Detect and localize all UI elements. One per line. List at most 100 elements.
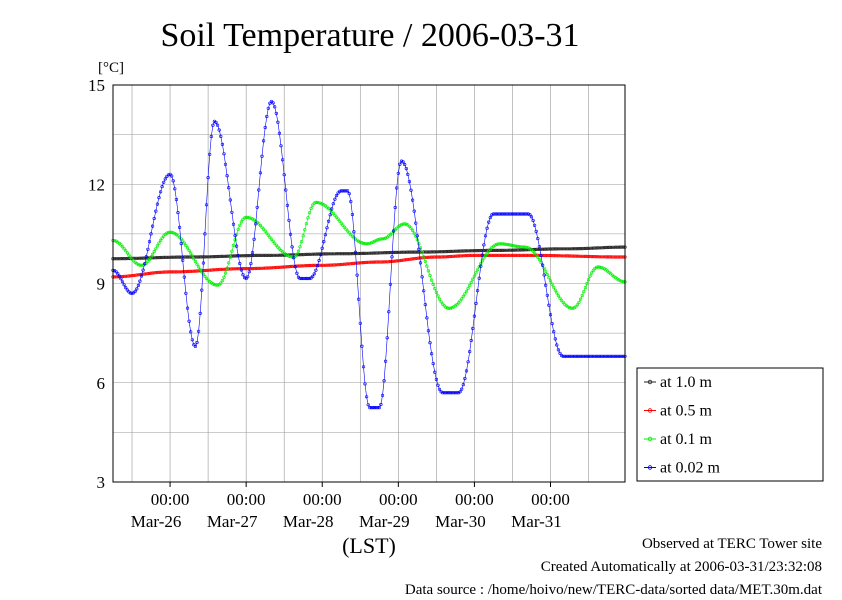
series-point [555, 247, 559, 251]
series-point [301, 234, 305, 238]
series-point [437, 250, 442, 254]
series-point [377, 260, 381, 264]
series-point [566, 305, 570, 309]
series-point [477, 276, 481, 280]
series-point [244, 215, 248, 219]
series-point [217, 128, 221, 132]
series-point [120, 280, 125, 284]
series-point [371, 260, 375, 264]
plot-frame [112, 84, 626, 483]
series-point [287, 254, 291, 258]
series-point [396, 171, 400, 175]
series-point [363, 251, 367, 255]
series-point [498, 253, 502, 257]
series-point [569, 354, 573, 358]
series-point [204, 276, 209, 281]
series-point [274, 265, 278, 270]
series-point [506, 212, 510, 216]
series-point [464, 289, 469, 293]
series-point [288, 255, 293, 259]
series-point [563, 354, 567, 358]
series-point [246, 215, 250, 219]
series-point [361, 251, 366, 255]
series-point [574, 305, 578, 309]
series-point [550, 254, 554, 258]
series-point [617, 354, 621, 358]
series-point [468, 253, 472, 257]
series-point [128, 291, 132, 295]
series-point [406, 172, 410, 176]
series-point [200, 255, 204, 259]
series-point [350, 261, 355, 266]
series-point [157, 196, 161, 200]
series-point [341, 262, 345, 266]
series-point [602, 246, 607, 250]
series-point [536, 237, 540, 241]
series-point [534, 253, 538, 257]
series-point [517, 248, 521, 252]
series-point [615, 354, 619, 358]
series-point [136, 283, 140, 288]
series-point [472, 253, 477, 257]
series-point [190, 269, 194, 273]
series-point [336, 263, 340, 267]
series-point [212, 283, 216, 287]
series-point [404, 250, 408, 254]
series-point [463, 254, 467, 258]
series-point [502, 212, 507, 216]
series-point [358, 240, 362, 244]
series-point [236, 267, 240, 271]
series-point [418, 256, 423, 260]
series-point [426, 269, 431, 273]
series-point [128, 274, 132, 278]
series-point [574, 354, 578, 358]
series-point [352, 261, 356, 266]
series-point [185, 255, 190, 259]
series-point [352, 230, 356, 234]
series-point [376, 406, 380, 410]
series-point [239, 268, 243, 272]
series-point [160, 270, 164, 274]
series-point [490, 253, 494, 257]
series-point [209, 255, 213, 259]
series-point [597, 246, 602, 250]
series-point [204, 268, 209, 273]
series-point [227, 267, 231, 271]
series-point [236, 253, 240, 258]
series-point [303, 276, 307, 281]
series-point [582, 290, 586, 294]
series-point [425, 316, 429, 320]
series-point [510, 248, 515, 252]
series-point [566, 247, 570, 251]
series-point [547, 303, 551, 307]
series-point [179, 237, 183, 241]
series-point [330, 207, 334, 211]
series-point [366, 403, 370, 407]
series-point [300, 264, 304, 268]
series-point [574, 247, 578, 251]
series-point [434, 255, 439, 259]
series-point [578, 354, 583, 358]
series-point [206, 176, 210, 180]
series-point [308, 276, 312, 281]
series-point [601, 246, 605, 250]
series-point [334, 263, 339, 267]
series-point [436, 383, 440, 387]
series-point [457, 301, 461, 305]
series-point [387, 260, 391, 264]
series-point [216, 254, 220, 259]
series-point [236, 227, 240, 231]
series-point [312, 252, 316, 256]
series-point [357, 239, 361, 243]
series-point [238, 223, 242, 227]
series-point [433, 250, 437, 254]
series-point [187, 248, 191, 253]
series-point [499, 242, 504, 246]
series-point [127, 253, 131, 257]
series-point [604, 255, 608, 259]
series-point [124, 286, 128, 290]
series-point [476, 289, 480, 293]
series-point [277, 253, 282, 257]
series-point [325, 263, 329, 267]
series-point [602, 255, 607, 259]
